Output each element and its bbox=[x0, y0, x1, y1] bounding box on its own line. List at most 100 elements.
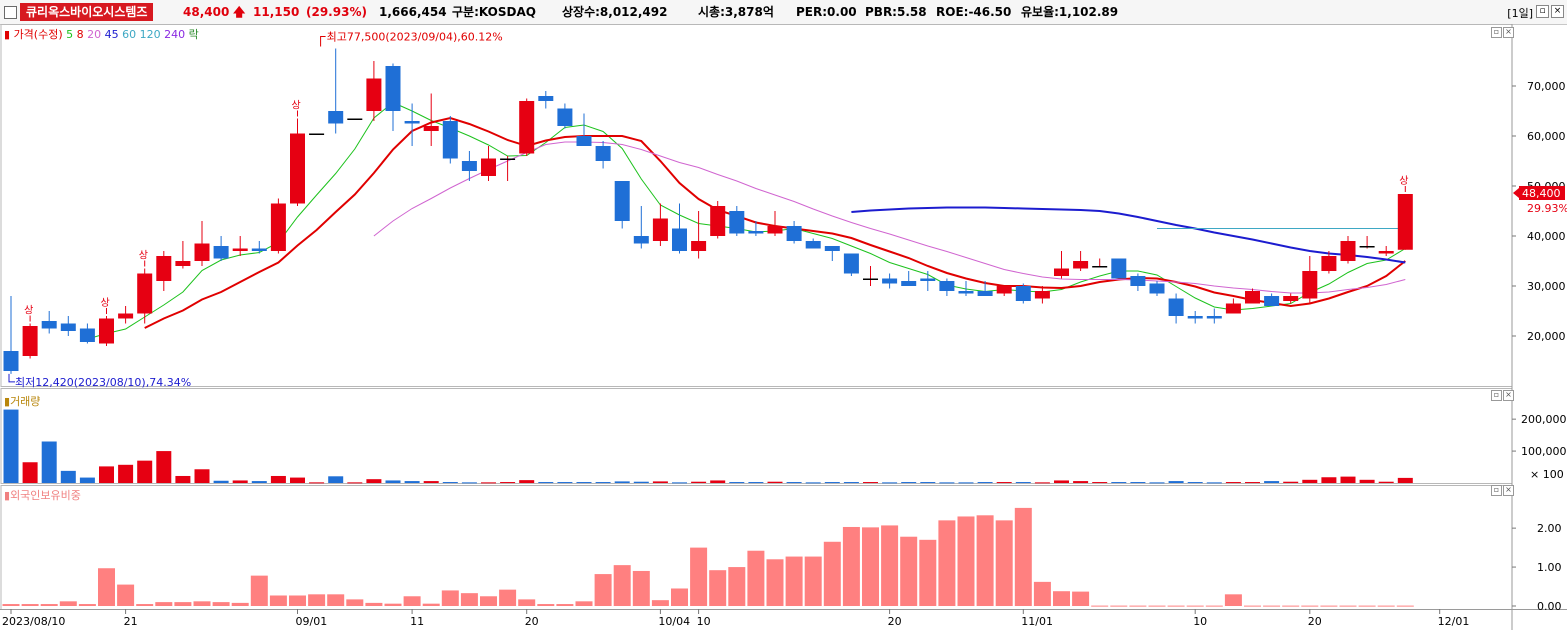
volume-bar bbox=[1054, 480, 1069, 483]
volume-bar bbox=[1321, 477, 1337, 483]
last-price-badge bbox=[1519, 186, 1565, 200]
volume-bar bbox=[385, 480, 401, 483]
x-tick-label: 20 bbox=[525, 615, 539, 628]
candle-body bbox=[251, 248, 267, 251]
volume-bar bbox=[595, 482, 611, 484]
legend-rak[interactable]: 락 bbox=[188, 28, 199, 41]
volume-bar bbox=[481, 482, 496, 484]
foreign-bar bbox=[1205, 605, 1223, 607]
candle-body bbox=[347, 118, 363, 120]
last-price-label: 48,400 bbox=[1522, 187, 1561, 200]
candle-body bbox=[1321, 256, 1337, 271]
candle-body bbox=[710, 206, 726, 236]
legend-ma20[interactable]: 20 bbox=[87, 28, 102, 41]
limit-up-marker: 상 bbox=[139, 250, 148, 262]
volume-bar bbox=[786, 482, 802, 484]
close-icon[interactable]: × bbox=[1551, 5, 1564, 18]
candle-body bbox=[156, 256, 172, 281]
foreign-bar bbox=[1053, 591, 1070, 606]
panel-close-icon[interactable]: × bbox=[1503, 390, 1514, 401]
low-pointer bbox=[8, 373, 15, 383]
candle-body bbox=[118, 313, 134, 319]
volume-bar bbox=[156, 451, 172, 483]
volume-bar bbox=[232, 480, 248, 483]
stock-name[interactable]: 큐리옥스바이오시스템즈 bbox=[20, 3, 154, 21]
legend-ma240[interactable]: 240 bbox=[164, 28, 186, 41]
volume-bar bbox=[1111, 482, 1127, 484]
panel-min-icon[interactable]: ▫ bbox=[1491, 390, 1502, 401]
select-checkbox[interactable] bbox=[4, 6, 17, 19]
candle-body bbox=[1034, 291, 1050, 299]
legend-ma45[interactable]: 45 bbox=[104, 28, 119, 41]
volume-bar bbox=[1378, 481, 1394, 483]
candle-body bbox=[538, 96, 554, 101]
volume-bar bbox=[710, 480, 726, 483]
panel-close-icon[interactable]: × bbox=[1503, 485, 1514, 496]
legend-ma5[interactable]: 5 bbox=[66, 28, 74, 41]
foreign-bar bbox=[881, 525, 899, 606]
legend-ma120[interactable]: 120 bbox=[139, 28, 161, 41]
candle-body bbox=[1340, 241, 1356, 261]
candle-body bbox=[1073, 261, 1089, 269]
foreign-legend: ▮외국인보유비중 bbox=[4, 489, 81, 502]
candle-body bbox=[824, 246, 840, 251]
candle-body bbox=[79, 328, 95, 342]
legend-ma60[interactable]: 60 bbox=[122, 28, 137, 41]
stock-chart[interactable]: 20,00030,00040,00050,00060,00070,000200,… bbox=[0, 24, 1567, 630]
volume-bar bbox=[1302, 479, 1318, 483]
listed-shares: 상장수:8,012,492 bbox=[562, 5, 668, 19]
legend-volume: 거래량 bbox=[10, 395, 41, 408]
volume-bar bbox=[404, 481, 420, 483]
foreign-bar bbox=[632, 570, 650, 606]
x-tick-label: 2023/08/10 bbox=[2, 615, 65, 628]
volume-bar bbox=[652, 481, 668, 483]
volume-bar bbox=[251, 481, 267, 483]
legend-ma8[interactable]: 8 bbox=[76, 28, 84, 41]
minimize-icon[interactable]: ▫ bbox=[1536, 5, 1549, 18]
volume-bar bbox=[423, 481, 439, 483]
volume-bar bbox=[939, 482, 955, 484]
volume-bar bbox=[1015, 482, 1031, 484]
legend-foreign: 외국인보유비중 bbox=[10, 489, 81, 502]
volume-bar bbox=[920, 482, 936, 484]
x-tick-label: 20 bbox=[888, 615, 902, 628]
volume-bar bbox=[1359, 479, 1375, 483]
candle-body bbox=[385, 66, 401, 111]
candle-body bbox=[1015, 286, 1031, 301]
candle-body bbox=[1397, 194, 1413, 250]
foreign-bar bbox=[537, 604, 555, 606]
foreign-bar bbox=[671, 588, 688, 606]
volume-bar bbox=[1034, 482, 1050, 484]
volume-bar bbox=[1206, 482, 1222, 484]
panel-close-icon[interactable]: × bbox=[1503, 27, 1514, 38]
foreign-bar bbox=[1091, 605, 1109, 607]
stock-info-bar: 큐리옥스바이오시스템즈 48,400 🡅 11,150 (29.93%) 1,6… bbox=[0, 0, 1567, 25]
price-legend: ▮ 가격(수정) 5 8 20 45 60 120 240 락 bbox=[4, 28, 199, 41]
volume-bar bbox=[672, 482, 687, 484]
volume-legend: ▮거래량 bbox=[4, 395, 41, 408]
candle-body bbox=[1225, 303, 1241, 314]
last-pct-label: 29.93% bbox=[1527, 202, 1567, 215]
foreign-bar bbox=[1033, 581, 1051, 606]
candle-body bbox=[748, 231, 764, 234]
period-selector[interactable]: [1일] bbox=[1507, 7, 1533, 20]
reserve-ratio: 유보율:1,102.89 bbox=[1021, 5, 1119, 19]
volume-bar bbox=[1245, 482, 1260, 484]
candle-body bbox=[99, 318, 114, 344]
foreign-bar bbox=[193, 601, 211, 606]
candle-body bbox=[1378, 251, 1394, 254]
foreign-bar bbox=[1358, 605, 1376, 607]
candle-body bbox=[1206, 316, 1222, 319]
foreign-y-tick-label: 1.00 bbox=[1537, 561, 1562, 574]
candle-body bbox=[652, 218, 668, 241]
pbr-value: PBR:5.58 bbox=[865, 5, 927, 19]
price-y-tick-label: 30,000 bbox=[1527, 280, 1566, 293]
volume-bar bbox=[347, 482, 363, 484]
volume-bar bbox=[1225, 482, 1241, 484]
panel-min-icon[interactable]: ▫ bbox=[1491, 485, 1502, 496]
panel-min-icon[interactable]: ▫ bbox=[1491, 27, 1502, 38]
volume-bar bbox=[576, 482, 592, 484]
candle-body bbox=[1187, 316, 1203, 319]
volume-unit-label: × 100 bbox=[1530, 468, 1564, 481]
foreign-bar bbox=[518, 599, 536, 606]
